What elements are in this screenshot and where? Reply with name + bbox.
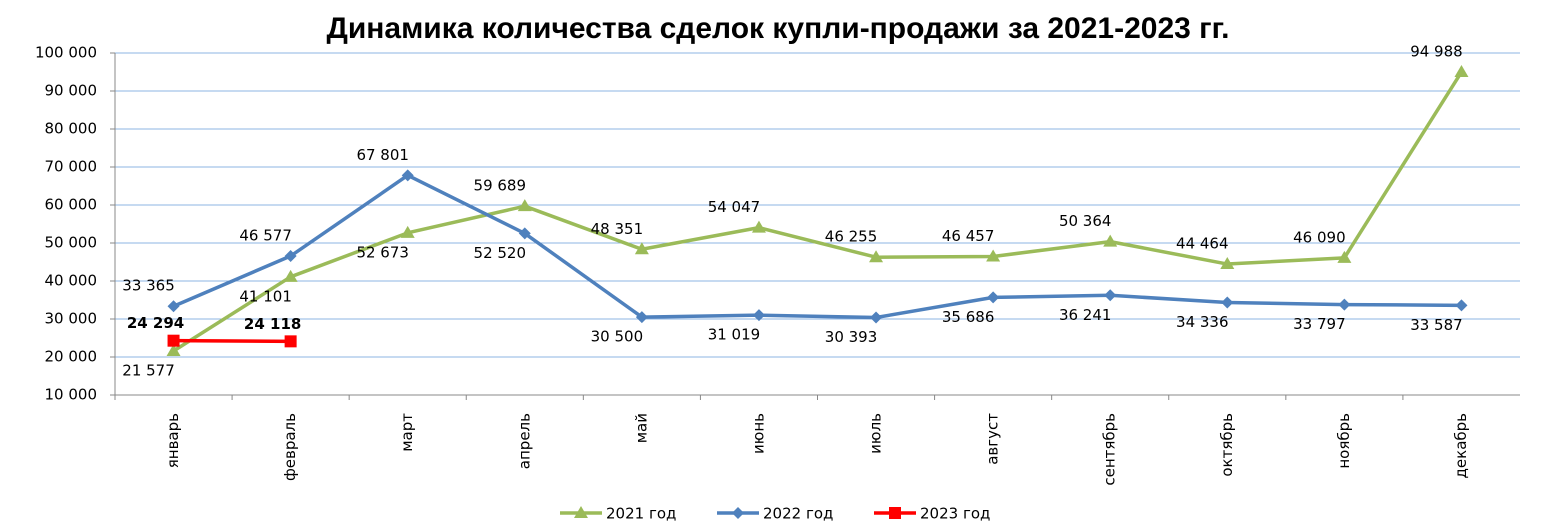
- data-label: 31 019: [708, 326, 761, 344]
- data-label: 24 294: [127, 314, 184, 332]
- marker: [634, 242, 649, 255]
- x-tick-label: февраль: [281, 413, 299, 481]
- marker: [732, 507, 744, 519]
- data-label: 30 393: [825, 328, 878, 346]
- x-tick-label: май: [632, 413, 650, 443]
- series-line: [172, 71, 1463, 353]
- y-tick-label: 80 000: [45, 120, 98, 138]
- x-tick-label: март: [398, 413, 416, 452]
- x-tick-label: сентябрь: [1101, 413, 1119, 486]
- data-label: 36 241: [1059, 306, 1112, 324]
- marker: [1103, 234, 1118, 247]
- y-tick-label: 90 000: [45, 82, 98, 100]
- marker: [869, 250, 884, 263]
- marker: [167, 300, 180, 313]
- marker: [284, 250, 297, 263]
- data-label: 34 336: [1176, 313, 1229, 331]
- marker: [751, 220, 766, 233]
- data-label: 46 090: [1293, 228, 1346, 246]
- data-label: 50 364: [1059, 212, 1112, 230]
- x-tick-label: декабрь: [1452, 413, 1470, 478]
- y-tick-label: 30 000: [45, 310, 98, 328]
- data-label: 41 101: [239, 287, 292, 305]
- data-label: 46 577: [239, 227, 292, 245]
- data-label: 33 587: [1410, 316, 1463, 334]
- marker: [166, 344, 181, 357]
- x-tick-label: август: [984, 413, 1002, 465]
- marker: [167, 334, 180, 347]
- legend-label: 2023 год: [920, 505, 990, 523]
- chart-title: Динамика количества сделок купли-продажи…: [326, 12, 1229, 45]
- legend-label: 2022 год: [763, 505, 833, 523]
- marker: [752, 309, 765, 322]
- data-label: 59 689: [474, 177, 527, 195]
- y-tick-label: 100 000: [35, 44, 97, 62]
- marker: [1221, 296, 1234, 309]
- data-label: 54 047: [708, 198, 761, 216]
- marker: [518, 227, 531, 240]
- data-label: 67 801: [356, 146, 409, 164]
- data-label: 46 457: [942, 227, 995, 245]
- marker: [284, 335, 297, 348]
- y-tick-label: 50 000: [45, 234, 98, 252]
- series-line: [172, 173, 1462, 320]
- y-tick-label: 60 000: [45, 196, 98, 214]
- y-tick-label: 20 000: [45, 348, 98, 366]
- y-tick-label: 40 000: [45, 272, 98, 290]
- marker: [400, 225, 415, 238]
- data-label: 33 797: [1293, 315, 1346, 333]
- data-label: 48 351: [591, 220, 644, 238]
- series-line: [173, 338, 291, 344]
- marker: [870, 311, 883, 324]
- data-label: 52 673: [356, 243, 409, 261]
- marker: [889, 507, 901, 519]
- data-label: 46 255: [825, 228, 878, 246]
- data-label: 24 118: [244, 315, 301, 333]
- marker: [517, 199, 532, 212]
- x-tick-label: июль: [867, 413, 885, 454]
- data-label: 44 464: [1176, 235, 1229, 253]
- legend-label: 2021 год: [606, 505, 676, 523]
- x-tick-label: июнь: [749, 413, 767, 454]
- marker: [1338, 298, 1351, 311]
- marker: [986, 249, 1001, 262]
- marker: [1455, 299, 1468, 312]
- data-label: 52 520: [474, 244, 527, 262]
- marker: [574, 506, 588, 518]
- marker: [401, 169, 414, 182]
- marker: [635, 311, 648, 324]
- marker: [1454, 65, 1469, 78]
- x-tick-label: октябрь: [1218, 413, 1236, 477]
- x-tick-label: ноябрь: [1335, 413, 1353, 469]
- marker: [1220, 257, 1235, 270]
- data-label: 35 686: [942, 308, 995, 326]
- y-tick-label: 10 000: [45, 386, 98, 404]
- data-label: 33 365: [122, 277, 175, 295]
- marker: [1337, 250, 1352, 263]
- x-tick-label: январь: [164, 413, 182, 468]
- x-tick-label: апрель: [515, 413, 533, 469]
- data-label: 21 577: [122, 362, 175, 380]
- marker: [987, 291, 1000, 304]
- data-label: 94 988: [1410, 43, 1463, 61]
- y-tick-label: 70 000: [45, 158, 98, 176]
- marker: [1104, 289, 1117, 302]
- data-label: 30 500: [591, 328, 644, 346]
- marker: [283, 269, 298, 282]
